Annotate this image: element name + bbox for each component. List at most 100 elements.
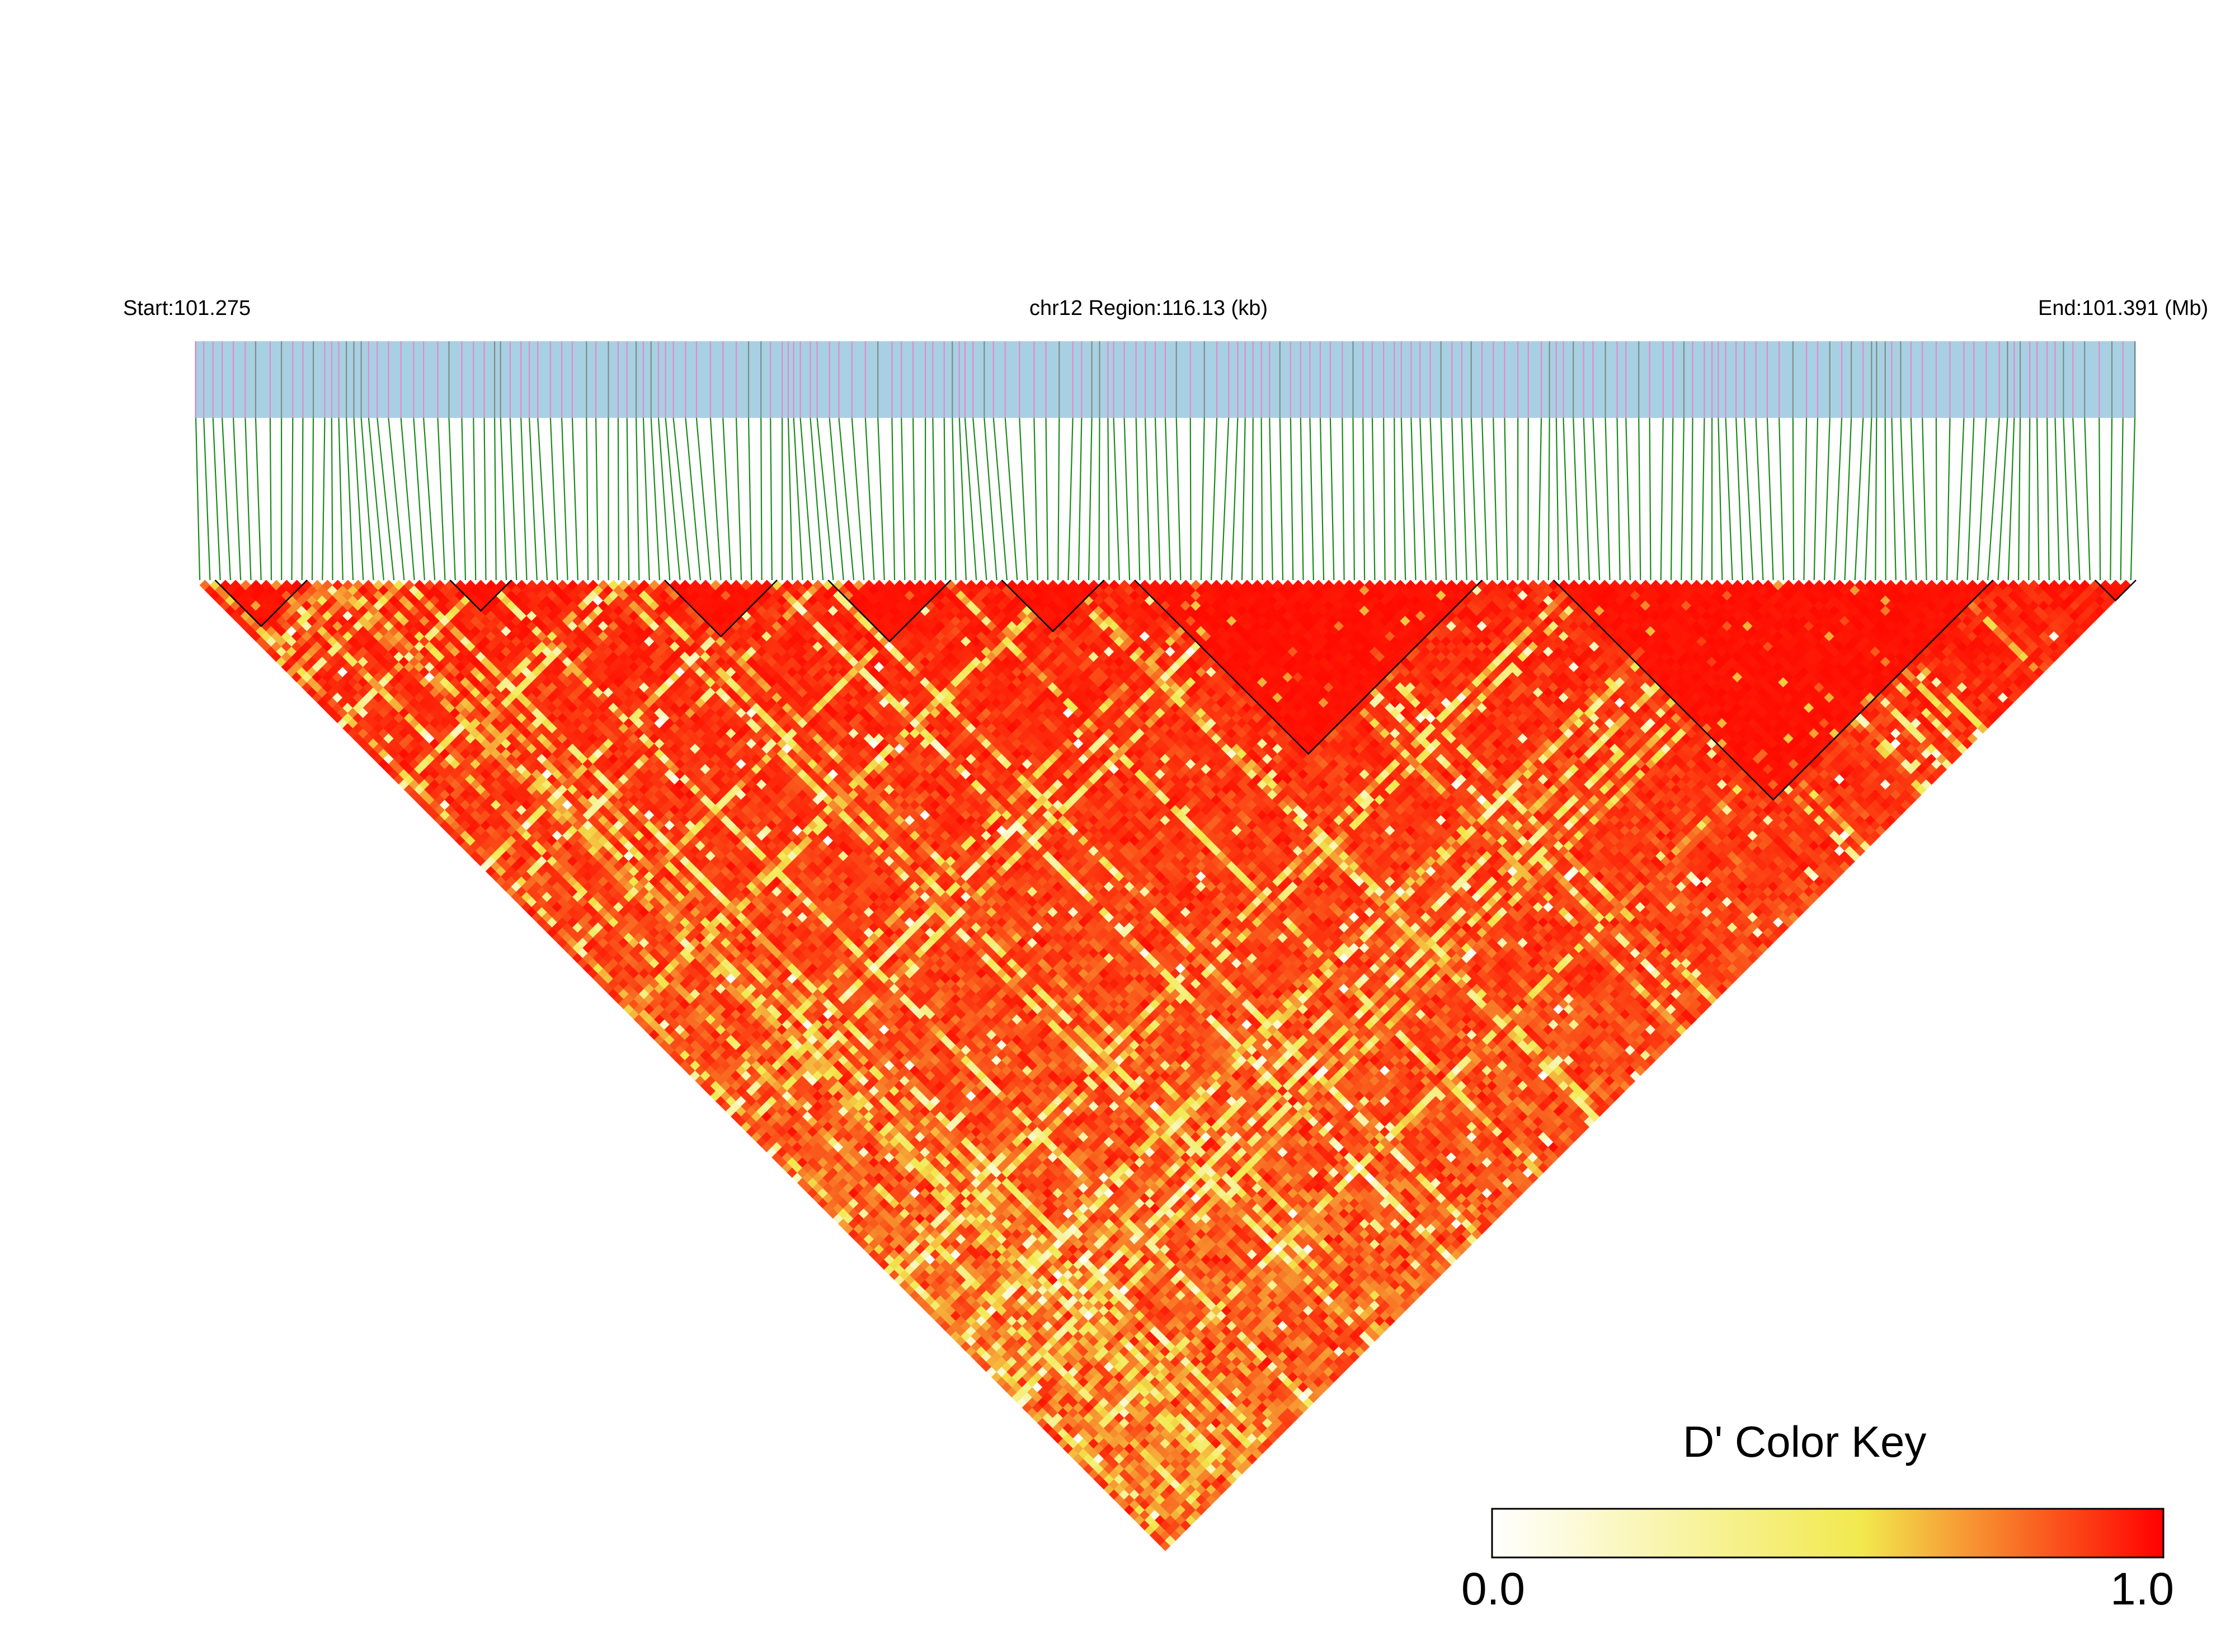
ld-cell [378,707,389,719]
marker-connector [1241,417,1246,581]
ld-cell [455,825,466,836]
ld-cell [1027,1397,1038,1408]
ld-cell [266,615,277,627]
marker-connector [322,417,326,581]
ld-cell [832,1182,844,1194]
ld-cell [439,799,451,811]
ld-cell [633,1014,645,1025]
ld-cell [388,707,399,719]
ld-cell [807,1177,818,1189]
ld-cell [817,1177,829,1189]
ld-cell [832,1162,844,1173]
ld-cell [899,1229,911,1240]
marker-connector [1778,417,1785,581]
ld-cell [281,630,293,642]
ld-cell [904,1284,916,1296]
marker-connector [255,417,262,581]
ld-cell [465,825,476,836]
marker-connector [943,417,947,581]
ld-cell [255,636,267,647]
ld-cell [470,799,481,811]
ld-cell [909,1279,921,1291]
marker-connector [2063,417,2071,581]
marker-connector [747,417,752,581]
marker-connector [483,417,487,581]
ld-cell [414,733,425,744]
ld-cell [245,615,257,627]
ld-cell [434,804,446,816]
ld-cell [812,1172,824,1184]
ld-cell [812,1152,824,1163]
ld-cell [557,896,568,908]
marker-connector [2028,417,2031,581]
marker-connector [838,417,855,581]
marker-connector [1638,417,1641,581]
ld-cell [996,1346,1008,1357]
marker-connector [586,417,589,581]
marker-connector [595,417,599,581]
ld-cell [286,615,298,627]
marker-connector [1681,417,1685,581]
ld-cell [1155,1514,1166,1526]
ld-cell [398,728,410,739]
ld-cell [1022,1361,1033,1372]
marker-connector [1400,417,1406,581]
marker-connector [1200,417,1205,581]
ld-cell [439,820,451,831]
ld-cell [1119,1489,1130,1500]
ld-cell [802,1182,813,1194]
ld-cell [837,1198,849,1209]
ld-cell [240,610,252,622]
ld-cell [817,1167,829,1178]
ld-cell [930,1269,941,1281]
marker-connector [1844,417,1852,581]
marker-connector [1251,417,1254,581]
ld-cell [613,994,624,1005]
ld-cell [465,804,476,816]
ld-cell [797,1126,808,1137]
marker-connector [1884,417,1886,581]
ld-cell [1124,1463,1135,1475]
ld-cell [720,1100,732,1112]
ld-cell [408,738,420,749]
ld-cell [1108,1489,1120,1500]
ld-cell [1022,1392,1033,1403]
ld-cell [537,917,548,928]
marker-connector [1660,417,1664,581]
marker-connector [1854,417,1864,581]
ld-cell [1139,1489,1151,1500]
marker-connector-lines [195,417,2136,581]
ld-cell [373,723,384,734]
ld-cell [935,1274,946,1286]
marker-connector [851,417,865,581]
snp-position-ticks [195,341,2136,418]
marker-connector [353,417,364,581]
marker-connector [1481,417,1488,581]
ld-cell [552,922,563,933]
ld-cell [542,901,553,913]
ld-cell [439,809,451,821]
ld-cell [1001,1361,1013,1372]
marker-connector [203,417,211,581]
ld-cell [935,1315,946,1326]
ld-cell [807,1188,818,1199]
ld-cell [1098,1438,1110,1449]
marker-connector [437,417,446,581]
ld-cell [261,641,272,652]
ld-cell [1108,1479,1120,1490]
marker-connector [537,417,548,581]
marker-connector [2072,417,2081,581]
ld-cell [1129,1489,1140,1500]
ld-cell [827,1198,839,1209]
ld-cell [485,825,497,836]
ld-cell [1027,1356,1038,1367]
ld-cell [996,1356,1008,1367]
ld-cell [302,641,313,652]
ld-cell [383,733,394,744]
ld-cell [357,707,369,719]
ld-cell [552,932,563,943]
ld-cell [393,712,404,724]
marker-connector [1813,417,1819,581]
ld-cell [1119,1499,1130,1510]
marker-connector [413,417,426,581]
